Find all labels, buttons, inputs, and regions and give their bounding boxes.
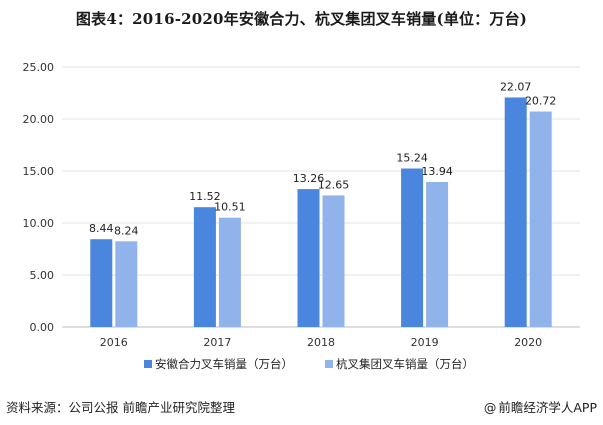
bar-hangcha-2020 — [529, 111, 552, 328]
data-label: 8.24 — [114, 224, 139, 237]
y-tick-label: 0.00 — [30, 321, 55, 334]
legend-swatch — [144, 360, 152, 368]
bar-hangcha-2018 — [322, 195, 345, 327]
source-note: 资料来源：公司公报 前瞻产业研究院整理 — [6, 400, 235, 415]
y-tick-label: 25.00 — [23, 61, 55, 74]
bars — [90, 97, 552, 328]
legend: 安徽合力叉车销量（万台） 杭叉集团叉车销量（万台） — [144, 357, 474, 371]
bar-heli-2020 — [504, 97, 527, 327]
bar-heli-2019 — [401, 168, 424, 327]
data-label: 20.72 — [525, 95, 557, 108]
brand-credit: @ 前瞻经济学人APP — [484, 397, 597, 416]
bar-heli-2018 — [297, 189, 320, 327]
y-tick-label: 5.00 — [30, 269, 55, 282]
grid-lines — [62, 66, 580, 328]
x-tick-label: 2018 — [307, 336, 335, 349]
y-tick-label: 15.00 — [23, 165, 55, 178]
data-label: 11.52 — [189, 190, 221, 203]
data-label: 12.65 — [318, 178, 350, 191]
legend-label: 安徽合力叉车销量（万台） — [155, 357, 293, 371]
brand-at-symbol: @ — [483, 400, 497, 415]
x-tick-label: 2020 — [514, 336, 542, 349]
data-label: 10.51 — [214, 201, 246, 214]
y-axis: 0.00 5.00 10.00 15.00 20.00 25.00 — [23, 61, 55, 334]
x-axis: 2016 2017 2018 2019 2020 — [100, 336, 542, 349]
y-tick-label: 10.00 — [23, 217, 55, 230]
bar-heli-2016 — [90, 239, 113, 327]
bar-heli-2017 — [193, 207, 216, 327]
data-label: 13.26 — [293, 172, 325, 185]
x-tick-label: 2017 — [203, 336, 231, 349]
data-label: 22.07 — [500, 80, 532, 93]
legend-label: 杭叉集团叉车销量（万台） — [336, 357, 474, 371]
legend-swatch — [325, 360, 333, 368]
y-tick-label: 20.00 — [23, 113, 55, 126]
brand-name: 前瞻经济学人APP — [498, 400, 597, 415]
bar-hangcha-2019 — [426, 182, 449, 327]
data-label: 8.44 — [89, 222, 114, 235]
data-label: 15.24 — [396, 152, 428, 165]
bar-hangcha-2016 — [115, 241, 138, 327]
bar-hangcha-2017 — [218, 217, 241, 327]
data-label: 13.94 — [421, 165, 453, 178]
x-tick-label: 2019 — [411, 336, 439, 349]
x-tick-label: 2016 — [100, 336, 128, 349]
chart-title: 图表4：2016-2020年安徽合力、杭叉集团叉车销量(单位：万台) — [75, 10, 528, 28]
